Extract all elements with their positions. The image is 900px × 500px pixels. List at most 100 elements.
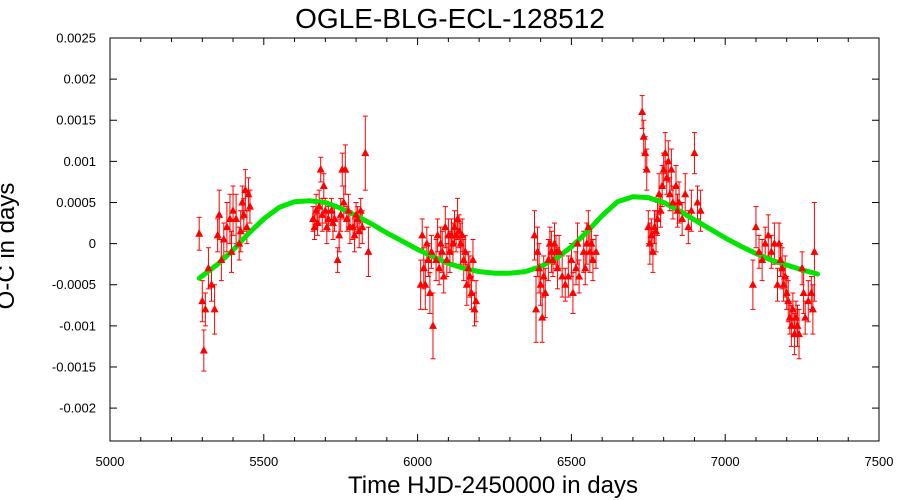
data-point <box>309 214 318 222</box>
data-point <box>318 210 327 218</box>
data-point <box>568 288 577 296</box>
data-point <box>668 197 677 206</box>
data-point <box>467 288 476 296</box>
data-point <box>795 329 804 338</box>
data-point <box>432 255 441 264</box>
data-point <box>641 148 650 157</box>
data-point <box>664 156 673 165</box>
data-point <box>419 263 428 272</box>
data-point <box>244 189 253 198</box>
data-point <box>758 255 767 264</box>
data-point <box>439 272 448 280</box>
data-point <box>421 280 430 288</box>
data-point <box>799 288 808 296</box>
data-point <box>222 222 231 231</box>
data-point <box>808 304 817 313</box>
y-axis-label: O-C in days <box>0 183 20 310</box>
data-point <box>353 214 362 222</box>
data-point <box>550 239 559 247</box>
data-point <box>798 263 807 272</box>
data-point <box>658 181 667 190</box>
data-point <box>659 165 668 173</box>
chart-title: OGLE-BLG-ECL-128512 <box>295 3 605 34</box>
data-point <box>592 247 601 255</box>
data-point <box>572 263 581 272</box>
data-point <box>312 206 321 214</box>
data-point <box>238 197 247 206</box>
data-point <box>776 255 785 264</box>
data-point <box>748 280 757 288</box>
x-axis-label: Time HJD-2450000 in days <box>348 472 638 499</box>
data-point <box>339 197 348 206</box>
y-axis: -0.002 -0.0015 -0.001 -0.0005 0 0.0005 0.001 0.… <box>52 31 879 416</box>
data-point <box>807 288 816 296</box>
data-point <box>204 263 213 272</box>
data-point <box>436 239 445 247</box>
data-point <box>213 230 222 239</box>
data-point <box>335 230 344 239</box>
data-point <box>452 230 461 239</box>
data-point <box>210 304 219 313</box>
data-point <box>642 165 651 173</box>
data-point <box>673 206 682 214</box>
data-point <box>793 321 802 329</box>
data-point <box>687 206 696 214</box>
data-point <box>693 197 702 206</box>
data-point <box>242 222 251 231</box>
x-tick-label: 7000 <box>711 454 740 469</box>
plot-area <box>109 37 880 442</box>
data-point <box>225 214 234 222</box>
data-point <box>349 222 358 231</box>
data-point <box>239 210 248 218</box>
y-tick-label: -0.0015 <box>52 359 96 374</box>
data-point <box>435 263 444 272</box>
data-point <box>219 235 228 243</box>
x-tick-label: 7500 <box>865 454 894 469</box>
data-point <box>533 247 542 255</box>
data-point <box>656 206 665 214</box>
data-point <box>236 226 245 235</box>
data-point <box>425 288 434 296</box>
data-point <box>775 239 784 247</box>
data-point <box>455 226 464 235</box>
data-point <box>433 230 442 239</box>
data-point <box>316 165 325 173</box>
data-point <box>684 222 693 231</box>
data-point <box>538 313 547 321</box>
data-point <box>310 222 319 231</box>
data-point <box>364 247 373 255</box>
data-point <box>470 304 479 313</box>
data-point <box>462 280 471 288</box>
x-tick-label: 6000 <box>403 454 432 469</box>
data-point <box>541 288 550 296</box>
data-point <box>418 230 427 239</box>
data-point <box>459 255 468 264</box>
data-point <box>342 214 351 222</box>
data-point <box>675 197 684 206</box>
data-point <box>536 280 545 288</box>
data-point <box>456 239 465 247</box>
fit-curve-group <box>196 194 820 281</box>
data-point <box>329 218 338 227</box>
data-point <box>575 272 584 280</box>
data-point <box>584 222 593 231</box>
data-point <box>791 313 800 321</box>
data-point <box>779 280 788 288</box>
data-point <box>585 247 594 255</box>
data-point <box>333 255 342 264</box>
data-point <box>755 247 764 255</box>
data-point <box>438 247 447 255</box>
data-point <box>441 222 450 231</box>
data-point <box>445 247 454 255</box>
data-point <box>198 296 207 305</box>
data-point <box>315 202 324 210</box>
data-point <box>561 280 570 288</box>
data-point <box>581 263 590 272</box>
data-point <box>245 202 254 210</box>
data-point <box>648 247 657 255</box>
data-point <box>235 239 244 247</box>
data-point <box>567 255 576 264</box>
y-tick-label: -0.002 <box>59 401 96 416</box>
data-point <box>678 214 687 222</box>
error-bars <box>196 95 817 372</box>
